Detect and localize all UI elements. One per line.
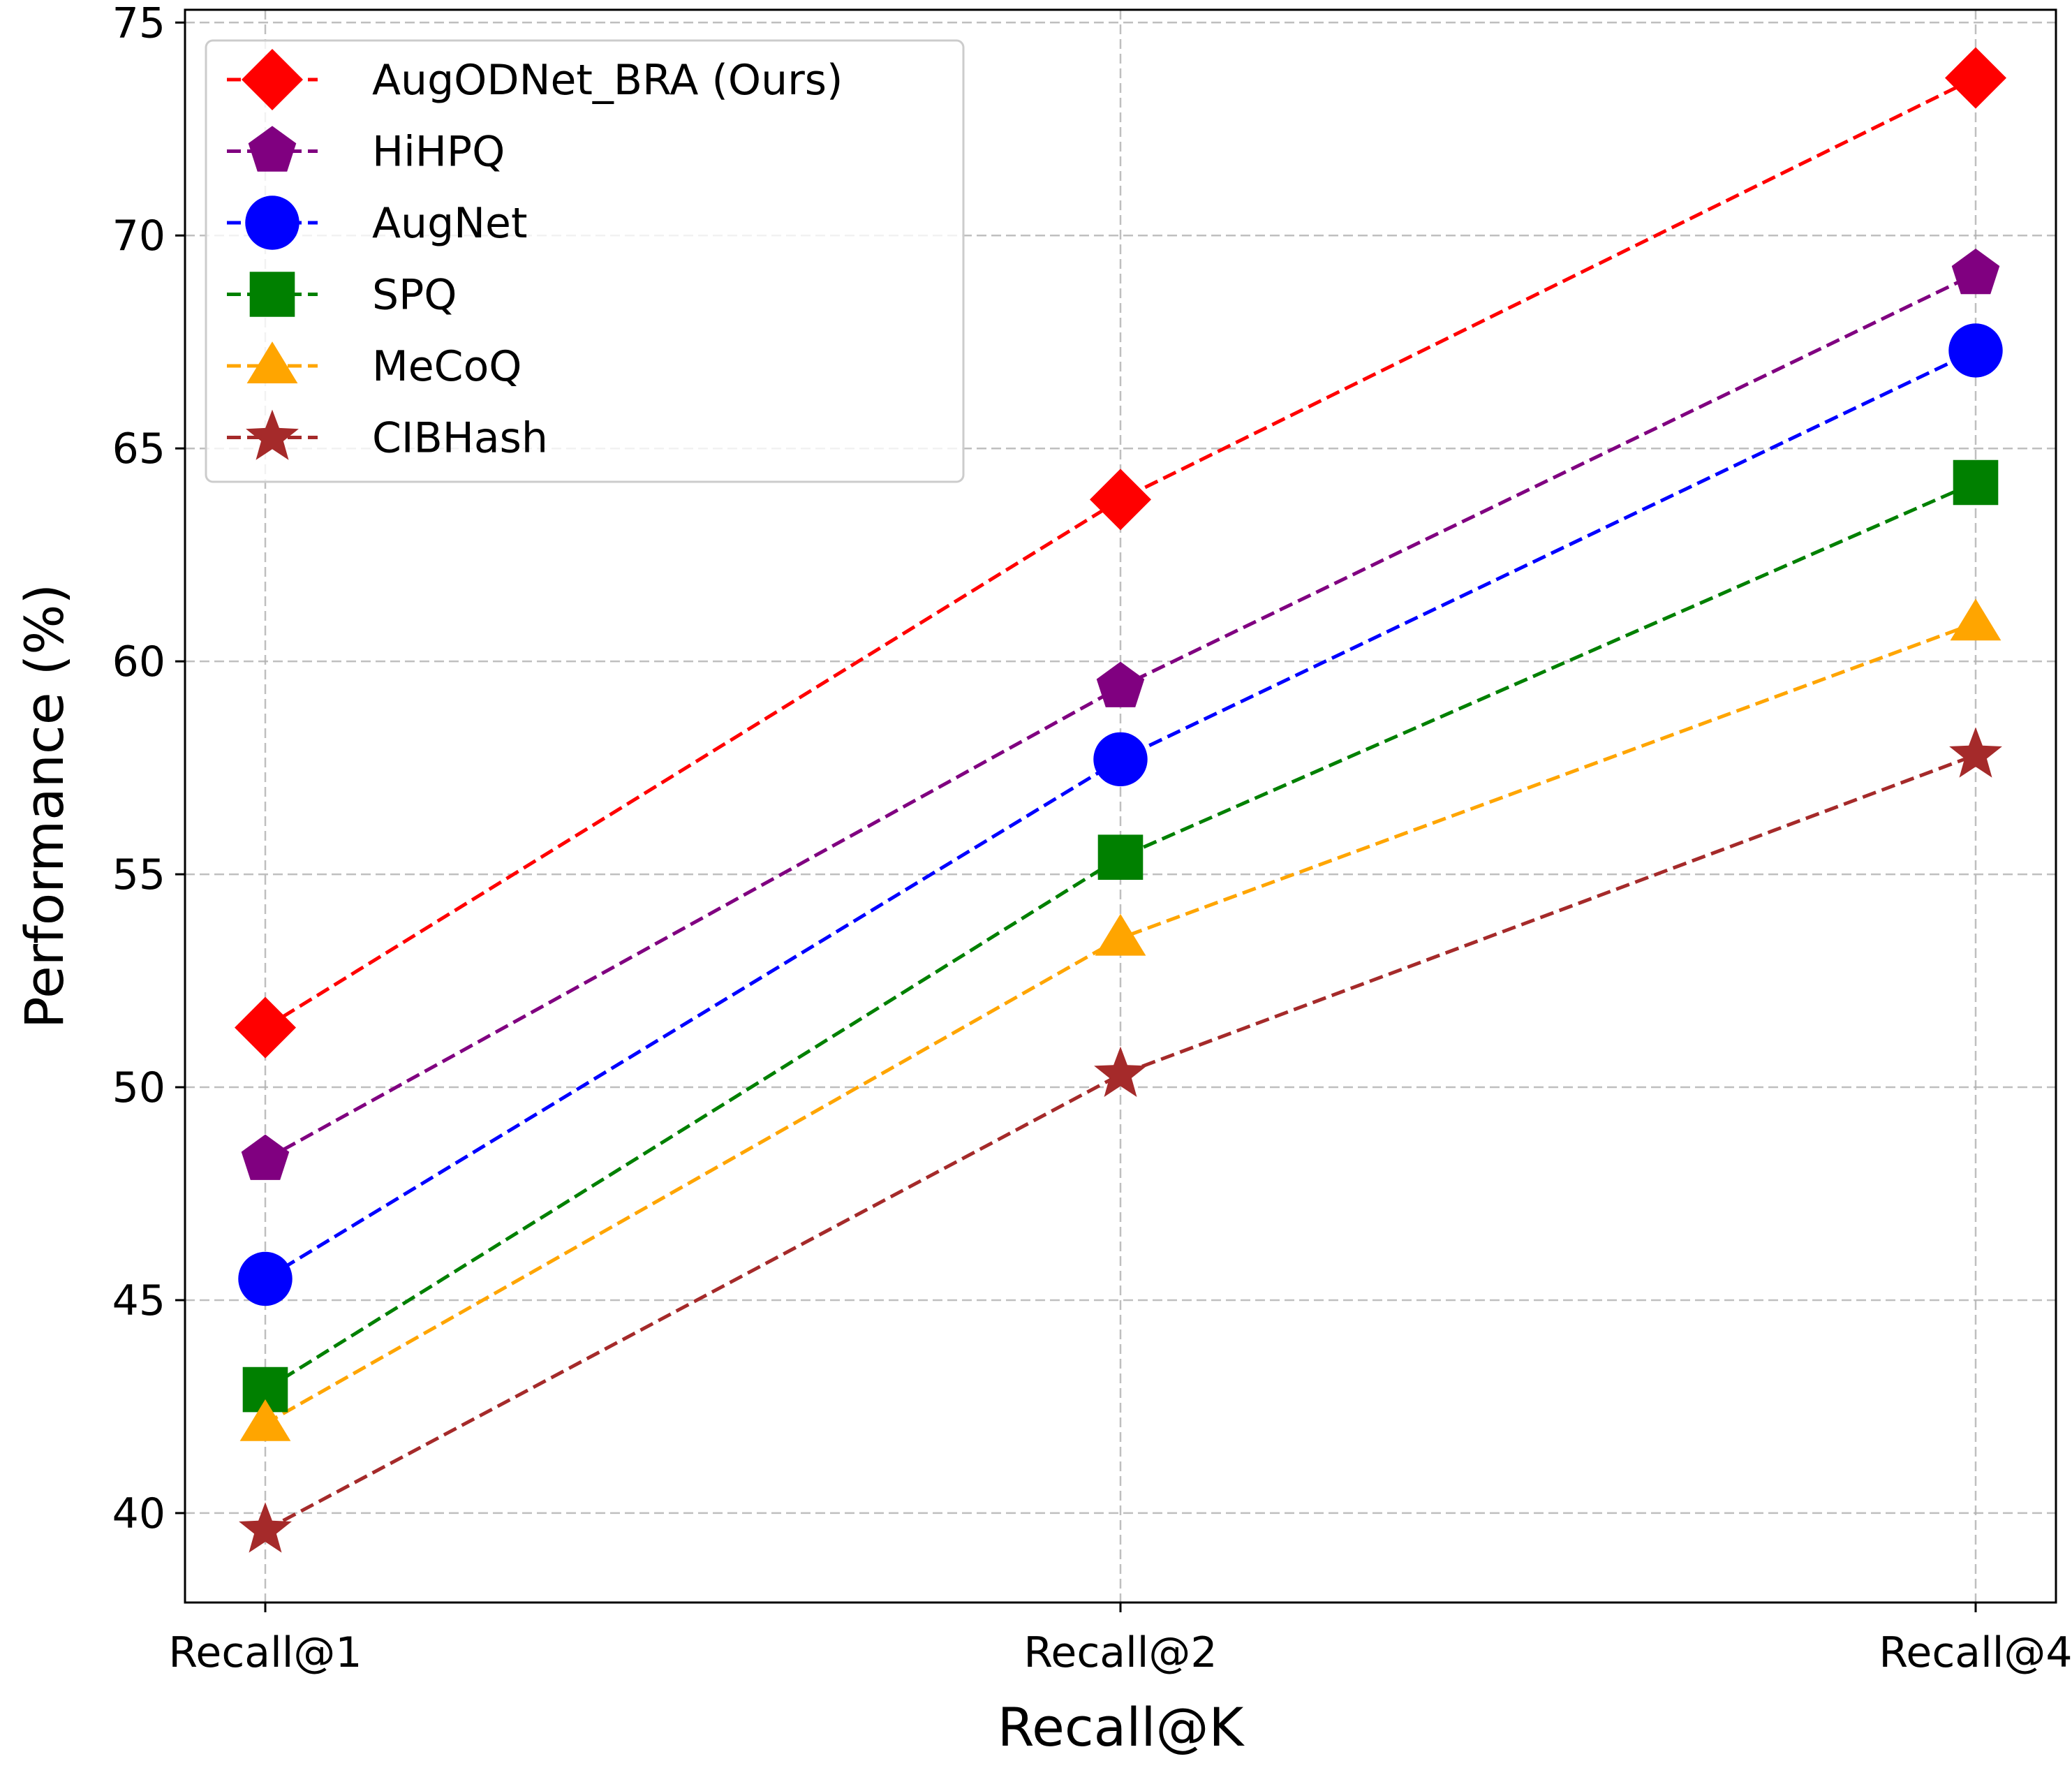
axis-ticks: Recall@1 Recall@2 Recall@4 40 45 50 55 60 65 70 75 — [112, 0, 2072, 1677]
y-tick-label: 75 — [112, 0, 165, 47]
legend-marker — [246, 409, 299, 460]
x-tick-label: Recall@2 — [1023, 1628, 1217, 1677]
legend-marker — [249, 272, 295, 317]
legend-label: SPQ — [372, 271, 457, 320]
data-point-augodnet-bra-ours--2 — [1090, 469, 1151, 531]
legend-label: HiHPQ — [372, 128, 505, 177]
legend-marker — [246, 341, 298, 383]
y-tick-label: 65 — [112, 425, 165, 473]
x-tick-label: Recall@1 — [168, 1628, 362, 1677]
data-point-spq-3 — [1953, 459, 1999, 506]
x-axis-label: Recall@K — [998, 1696, 1245, 1758]
x-tick-label: Recall@4 — [1879, 1628, 2072, 1677]
series-line-spq — [264, 480, 1977, 1392]
y-tick-label: 55 — [112, 850, 165, 899]
data-point-mecoq-2 — [1095, 913, 1146, 956]
data-point-cibhash-1 — [239, 1502, 292, 1553]
series-markers — [235, 47, 2006, 1553]
data-point-spq-2 — [1097, 834, 1144, 880]
data-point-mecoq-1 — [239, 1399, 291, 1441]
data-point-mecoq-3 — [1950, 598, 2001, 641]
data-point-hihpq-2 — [1096, 661, 1145, 707]
data-point-augodnet-bra-ours--3 — [1945, 47, 2006, 109]
y-tick-label: 50 — [112, 1063, 165, 1112]
data-point-augnet-2 — [1093, 732, 1148, 787]
data-point-augodnet-bra-ours--1 — [235, 996, 296, 1059]
data-point-cibhash-2 — [1094, 1046, 1147, 1097]
legend-marker — [242, 49, 303, 110]
legend-label: CIBHash — [372, 414, 548, 463]
y-tick-label: 70 — [112, 212, 165, 260]
legend-label: AugNet — [372, 199, 527, 248]
data-point-augnet-3 — [1948, 323, 2003, 378]
data-point-hihpq-1 — [241, 1134, 290, 1180]
y-tick-label: 45 — [112, 1276, 165, 1325]
legend-marker — [248, 126, 297, 172]
legend-marker — [245, 196, 299, 250]
legend-label: MeCoQ — [372, 342, 522, 391]
legend-box — [205, 39, 965, 483]
data-point-augnet-1 — [238, 1251, 293, 1306]
y-tick-label: 40 — [112, 1489, 165, 1538]
data-point-hihpq-3 — [1951, 249, 2000, 295]
data-point-spq-1 — [242, 1366, 288, 1413]
data-point-cibhash-3 — [1949, 727, 2002, 778]
legend: AugODNet_BRA (Ours) HiHPQ AugNet SPQ MeCoQ CI… — [205, 39, 965, 483]
y-tick-label: 60 — [112, 638, 165, 686]
legend-label: AugODNet_BRA (Ours) — [372, 56, 843, 105]
y-axis-label: Performance (%) — [13, 584, 75, 1029]
